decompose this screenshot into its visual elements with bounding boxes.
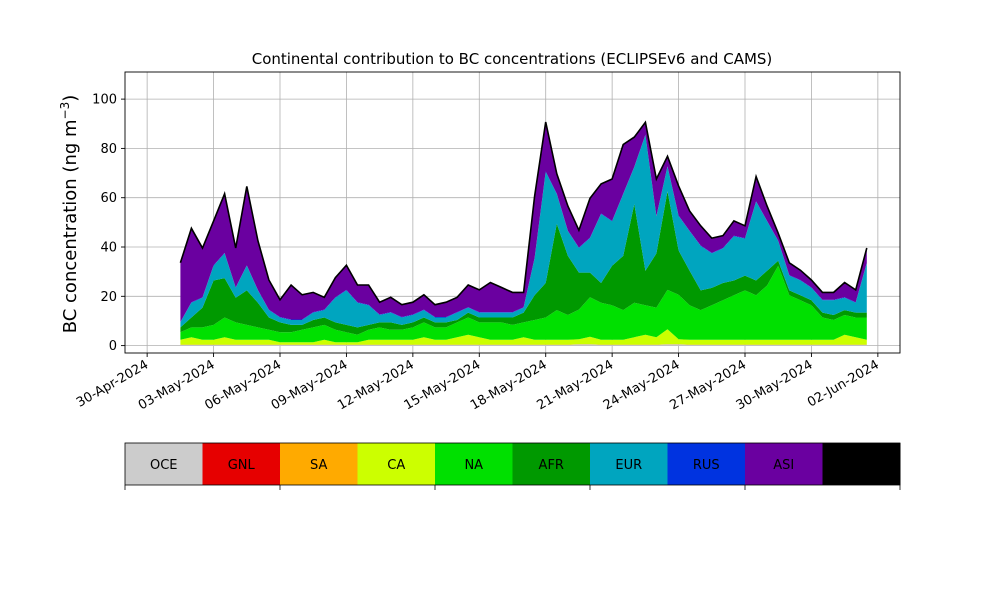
total-line (179, 120, 868, 306)
stacked-areas (179, 120, 868, 346)
legend-swatch-sa (280, 443, 358, 485)
legend-swatch-oce (125, 443, 203, 485)
legend-label-asi: ASI (773, 458, 794, 473)
area-eur (180, 135, 867, 328)
legend-label-rus: RUS (693, 458, 720, 473)
y-tick-label: 80 (100, 142, 117, 157)
legend-label-sa: SA (310, 458, 327, 473)
x-tick-label: 02-Jun-2024 (805, 357, 882, 410)
area-sa (180, 344, 867, 345)
legend-swatch-aus (822, 443, 901, 485)
legend-swatch-asi (745, 443, 823, 485)
legend-label-na: NA (464, 458, 483, 473)
legend-swatch-gnl (202, 443, 281, 485)
svg-text:BC concentration (ng m−3): BC concentration (ng m−3) (58, 95, 81, 334)
plot-frame (124, 71, 901, 354)
y-tick-label: 0 (109, 339, 117, 354)
area-oce (180, 344, 867, 346)
legend-swatch-ca (357, 443, 436, 485)
legend-label-oce: OCE (150, 458, 178, 473)
area-ca (180, 329, 867, 345)
legend-swatch-afr (512, 443, 591, 485)
legend-label-aus: AUS (848, 458, 875, 473)
legend-swatch-na (435, 443, 513, 485)
legend: OCE GNL SA CA NA AFR EUR RUS ASI AUS (124, 442, 901, 490)
chart-title: Continental contribution to BC concentra… (252, 50, 773, 68)
legend-label-ca: CA (387, 458, 405, 473)
legend-label-eur: EUR (615, 458, 642, 473)
legend-swatch-eur (590, 443, 668, 485)
legend-label-gnl: GNL (228, 458, 256, 473)
y-tick-label: 100 (92, 93, 117, 108)
legend-swatch-rus (667, 443, 746, 485)
y-axis-label: BC concentration (ng m−3) (58, 95, 81, 334)
y-tick-label: 40 (100, 241, 117, 256)
y-tick-label: 20 (100, 290, 117, 305)
y-tick-label: 60 (100, 191, 117, 206)
area-na (180, 265, 867, 343)
legend-frame (124, 442, 901, 486)
area-afr (180, 191, 867, 335)
legend-label-afr: AFR (539, 458, 564, 473)
